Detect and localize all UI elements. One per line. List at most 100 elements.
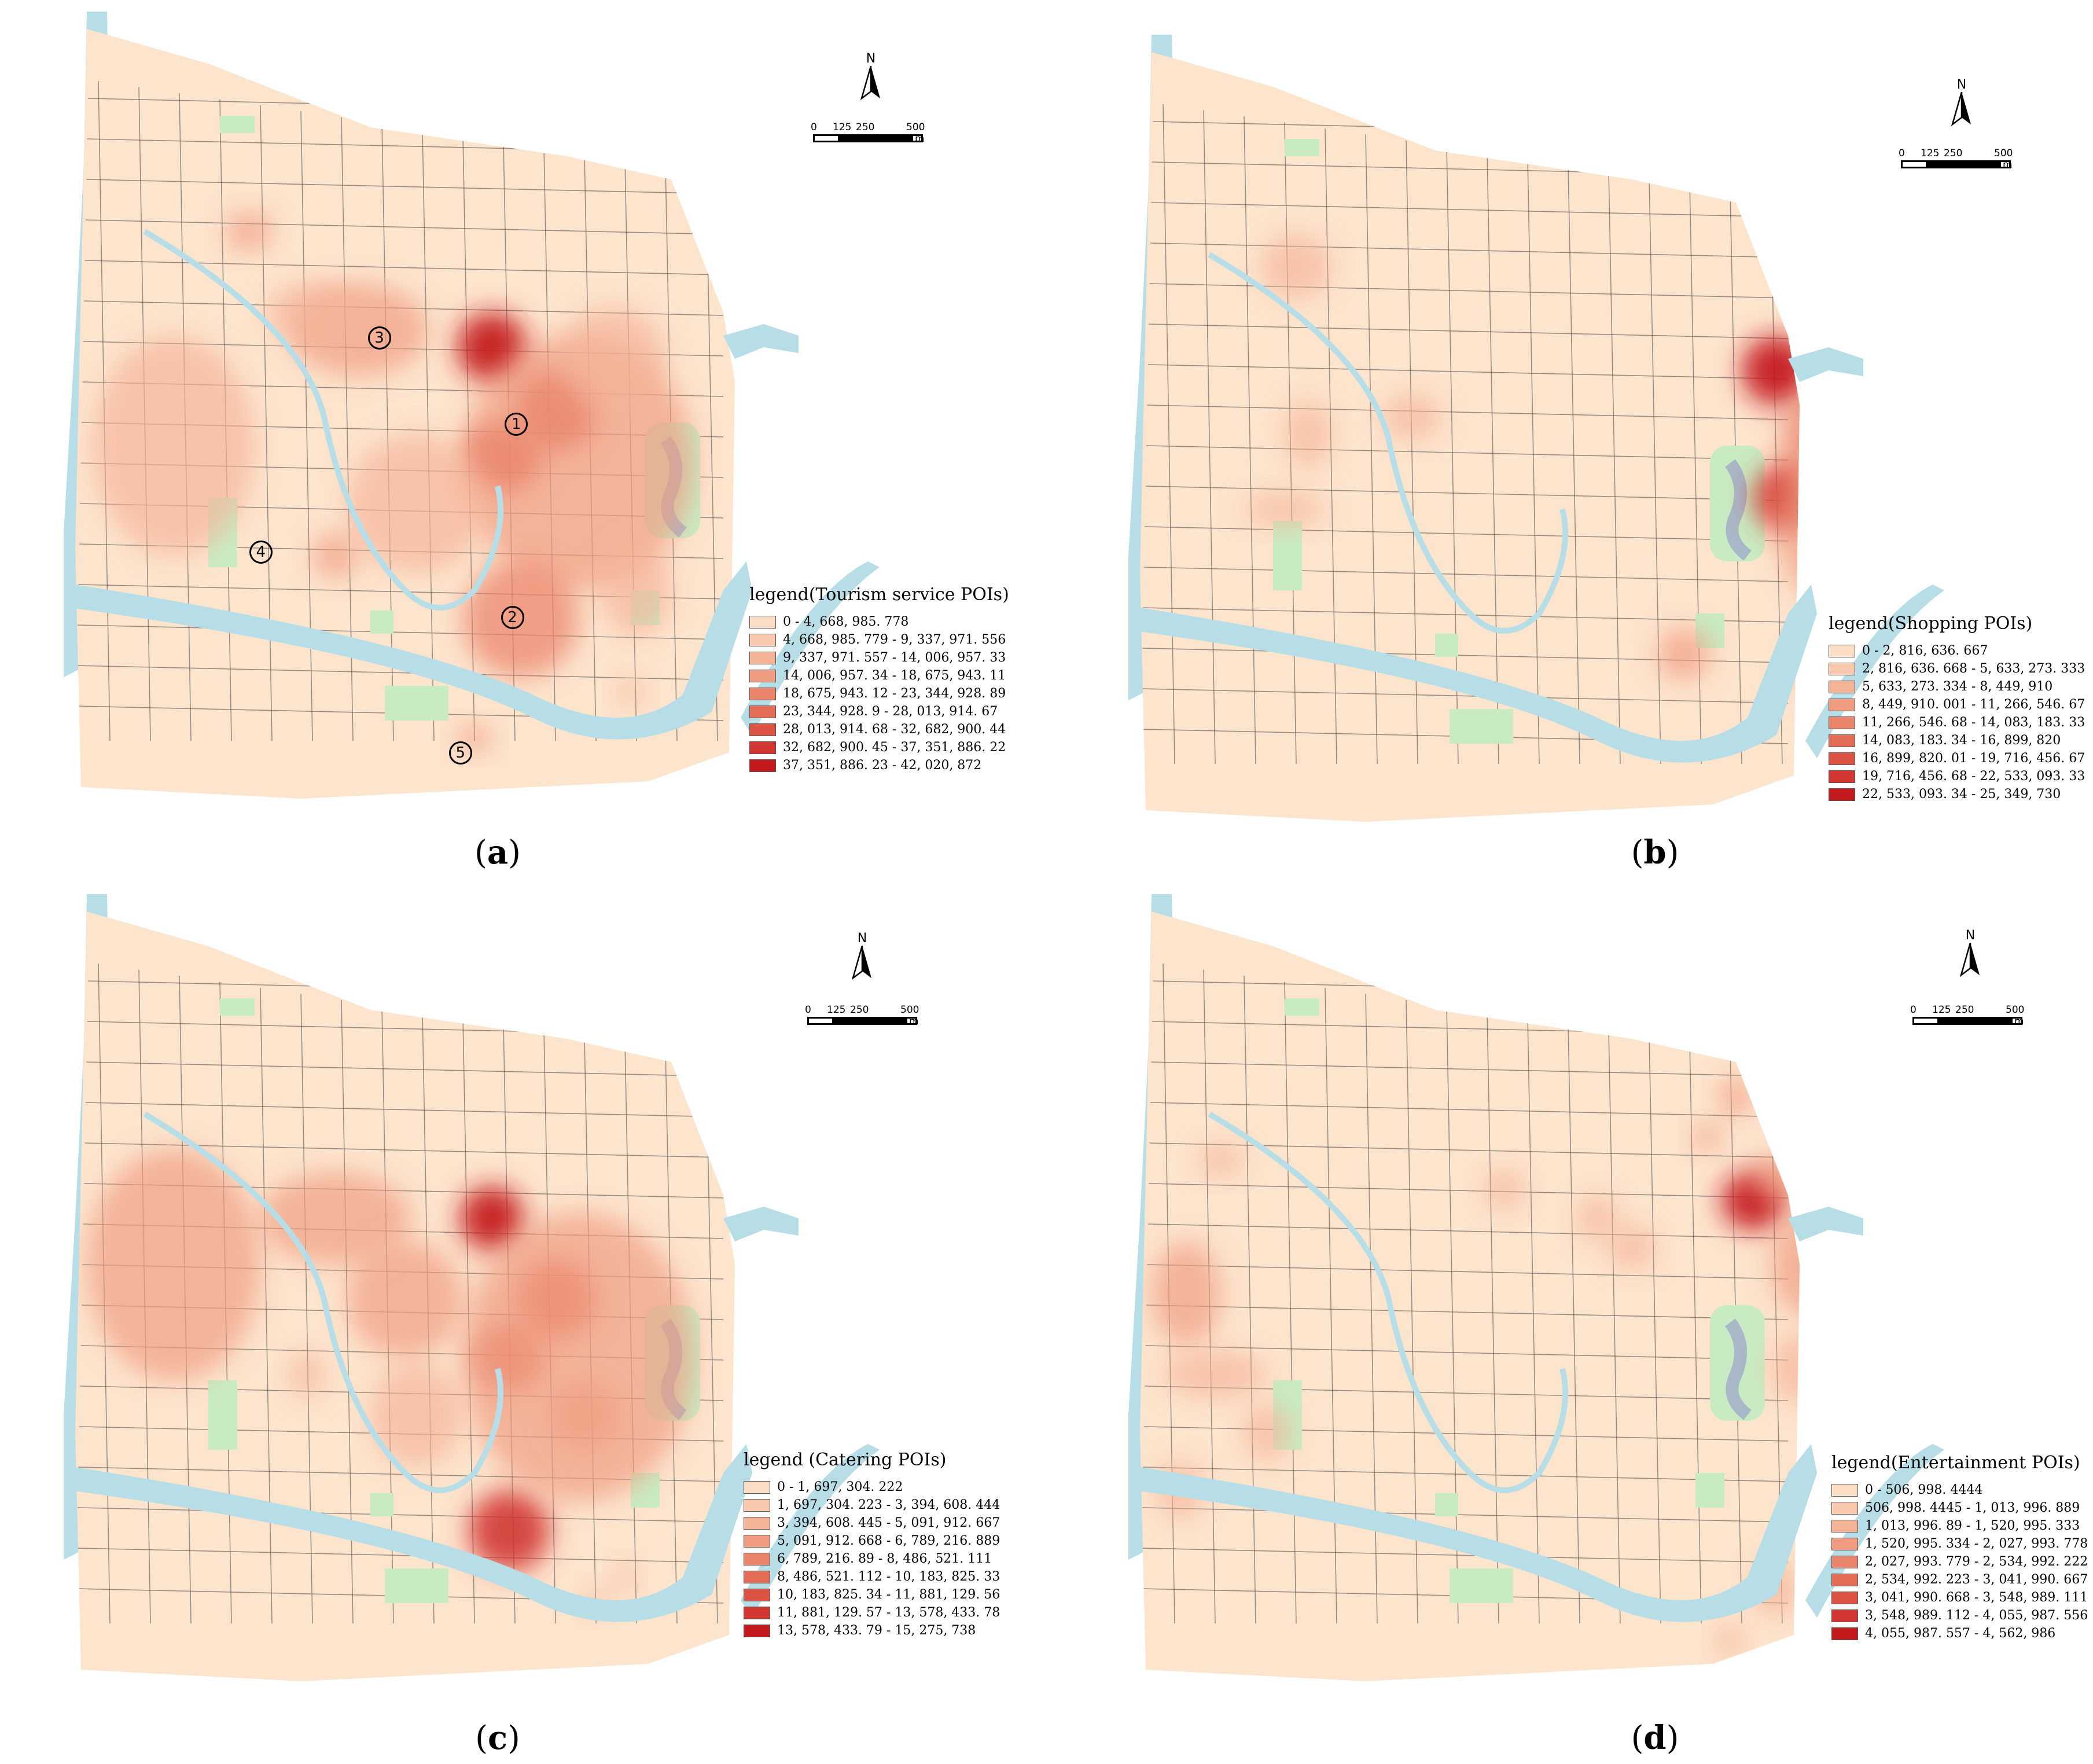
legend-swatch bbox=[749, 723, 776, 736]
heat-hotspot bbox=[561, 307, 665, 411]
area-marker: 2 bbox=[501, 605, 524, 629]
land-area bbox=[1140, 52, 1800, 822]
panel-caption: (d) bbox=[1631, 1719, 1679, 1757]
heat-hotspot bbox=[1753, 1155, 1800, 1201]
legend-class-label: 2, 816, 636. 668 - 5, 633, 273. 333 bbox=[1862, 662, 2085, 676]
legend-class-label: 11, 881, 129. 57 - 13, 578, 433. 78 bbox=[777, 1605, 1000, 1620]
river-east-bend bbox=[1805, 585, 1944, 758]
legend: legend(Shopping POIs) 0 - 2, 816, 636. 6… bbox=[1829, 613, 2085, 803]
legend-swatch bbox=[744, 1480, 770, 1494]
legend-class: 3, 394, 608. 445 - 5, 091, 912. 667 bbox=[744, 1514, 1000, 1532]
legend-class: 10, 183, 825. 34 - 11, 881, 129. 56 bbox=[744, 1586, 1000, 1604]
legend-swatch bbox=[1829, 680, 1855, 693]
legend-swatch bbox=[1831, 1609, 1858, 1622]
legend-class: 16, 899, 820. 01 - 19, 716, 456. 67 bbox=[1829, 749, 2085, 767]
park bbox=[1285, 998, 1319, 1016]
legend: legend(Tourism service POIs) 0 - 4, 668,… bbox=[749, 585, 1009, 774]
legend-swatch bbox=[1829, 698, 1855, 711]
legend-class: 506, 998. 4445 - 1, 013, 996. 889 bbox=[1831, 1499, 2088, 1517]
legend-class: 18, 675, 943. 12 - 23, 344, 928. 89 bbox=[749, 685, 1009, 703]
area-marker: 4 bbox=[249, 540, 273, 564]
park bbox=[1273, 521, 1302, 590]
heat-hotspot bbox=[463, 1212, 694, 1502]
heat-hotspot bbox=[1577, 1195, 1617, 1241]
legend-class-label: 8, 449, 910. 001 - 11, 266, 546. 67 bbox=[1862, 697, 2085, 712]
panel-caption-letter: d bbox=[1643, 1719, 1667, 1757]
legend-class: 22, 533, 093. 34 - 25, 349, 730 bbox=[1829, 785, 2085, 803]
scale-unit: m bbox=[2003, 159, 2013, 171]
legend-swatch bbox=[744, 1498, 770, 1512]
river-south bbox=[69, 561, 752, 740]
legend-class-label: 3, 548, 989. 112 - 4, 055, 987. 556 bbox=[1865, 1608, 2088, 1623]
park-with-pond bbox=[1710, 446, 1765, 561]
scale-tick-label: 500 bbox=[906, 122, 925, 133]
heat-hotspot bbox=[1852, 1117, 1886, 1157]
north-label: N bbox=[1965, 928, 1976, 943]
legend-class-label: 28, 013, 914. 68 - 32, 682, 900. 44 bbox=[783, 722, 1006, 737]
north-arrow-icon bbox=[851, 945, 871, 980]
heat-hotspot bbox=[1152, 1241, 1221, 1346]
legend-class-label: 18, 675, 943. 12 - 23, 344, 928. 89 bbox=[783, 686, 1006, 701]
heat-hotspot bbox=[1163, 1351, 1267, 1398]
heat-hotspot bbox=[1716, 1623, 1745, 1658]
scale-tick-label: 500 bbox=[1994, 148, 2013, 159]
legend-class-label: 4, 668, 985. 779 - 9, 337, 971. 556 bbox=[783, 633, 1006, 647]
legend-swatch bbox=[1831, 1555, 1858, 1568]
legend-swatch bbox=[749, 633, 776, 646]
scale-tick-label: 0 bbox=[1899, 148, 1905, 159]
legend-class-label: 0 - 506, 998. 4444 bbox=[1865, 1483, 1983, 1497]
scale-tick-label: 125 bbox=[1921, 148, 1940, 159]
legend-swatch bbox=[1829, 662, 1855, 675]
scale-tick-label: 250 bbox=[856, 122, 875, 133]
legend-class-label: 4, 055, 987. 557 - 4, 562, 986 bbox=[1865, 1626, 2056, 1641]
legend-class: 32, 682, 900. 45 - 37, 351, 886. 22 bbox=[749, 738, 1009, 756]
north-arrow: N bbox=[1950, 78, 1973, 129]
legend-swatch bbox=[1831, 1591, 1858, 1604]
legend-class: 37, 351, 886. 23 - 42, 020, 872 bbox=[749, 756, 1009, 774]
heat-hotspot bbox=[1719, 1076, 1753, 1117]
park bbox=[1435, 634, 1458, 657]
heat-hotspot bbox=[347, 434, 486, 573]
north-arrow: N bbox=[851, 932, 874, 983]
legend-class: 3, 548, 989. 112 - 4, 055, 987. 556 bbox=[1831, 1607, 2088, 1625]
river-east-bend bbox=[741, 1444, 880, 1618]
heat-hotspot bbox=[1244, 492, 1325, 527]
legend-class-label: 32, 682, 900. 45 - 37, 351, 886. 22 bbox=[783, 740, 1006, 755]
north-arrow-icon bbox=[1959, 942, 1980, 977]
heat-hotspot bbox=[1285, 399, 1331, 469]
legend-class-label: 3, 041, 990. 668 - 3, 548, 989. 111 bbox=[1865, 1590, 2088, 1605]
legend-class: 6, 789, 216. 89 - 8, 486, 521. 111 bbox=[744, 1550, 1000, 1568]
heat-hotspot bbox=[1771, 1334, 1800, 1403]
legend-swatch bbox=[1829, 788, 1855, 801]
scale-tick-label: 500 bbox=[900, 1004, 919, 1016]
canal bbox=[1208, 1111, 1568, 1493]
park bbox=[220, 998, 255, 1016]
legend-class-label: 0 - 2, 816, 636. 667 bbox=[1862, 644, 1988, 658]
scale-bar: 0 125 250 500 m bbox=[1899, 148, 2013, 171]
north-label: N bbox=[857, 931, 867, 946]
legend-class: 1, 697, 304. 223 - 3, 394, 608. 444 bbox=[744, 1496, 1000, 1514]
heat-hotspot bbox=[1484, 1169, 1525, 1210]
river-east bbox=[723, 324, 799, 359]
scale-tick-label: 250 bbox=[1955, 1004, 1974, 1016]
heat-hotspot bbox=[1892, 486, 2008, 556]
legend-class: 1, 013, 996. 89 - 1, 520, 995. 333 bbox=[1831, 1517, 2088, 1535]
heat-hotspot bbox=[460, 1186, 524, 1250]
legend-swatch bbox=[1831, 1501, 1858, 1515]
legend-swatch bbox=[1831, 1483, 1858, 1497]
heat-hotspot bbox=[347, 1241, 463, 1357]
park bbox=[220, 116, 255, 133]
north-arrow: N bbox=[1959, 929, 1982, 980]
legend-swatch bbox=[744, 1570, 770, 1583]
heat-hotspot bbox=[1609, 1224, 1655, 1270]
legend-class: 14, 083, 183. 34 - 16, 899, 820 bbox=[1829, 732, 2085, 749]
north-arrow-icon bbox=[860, 65, 880, 101]
legend-title: legend(Tourism service POIs) bbox=[749, 585, 1009, 605]
legend-class: 0 - 4, 668, 985. 778 bbox=[749, 613, 1009, 631]
map-panel-d: N 0 125 250 500 m legend(Entertainment POIs… bbox=[1065, 894, 2093, 1762]
north-arrow: N bbox=[859, 52, 882, 103]
heat-hotspot bbox=[1886, 1357, 1944, 1438]
scale-tick-label: 500 bbox=[2006, 1004, 2025, 1016]
park-with-pond bbox=[1710, 1305, 1765, 1421]
legend-swatch bbox=[744, 1534, 770, 1548]
